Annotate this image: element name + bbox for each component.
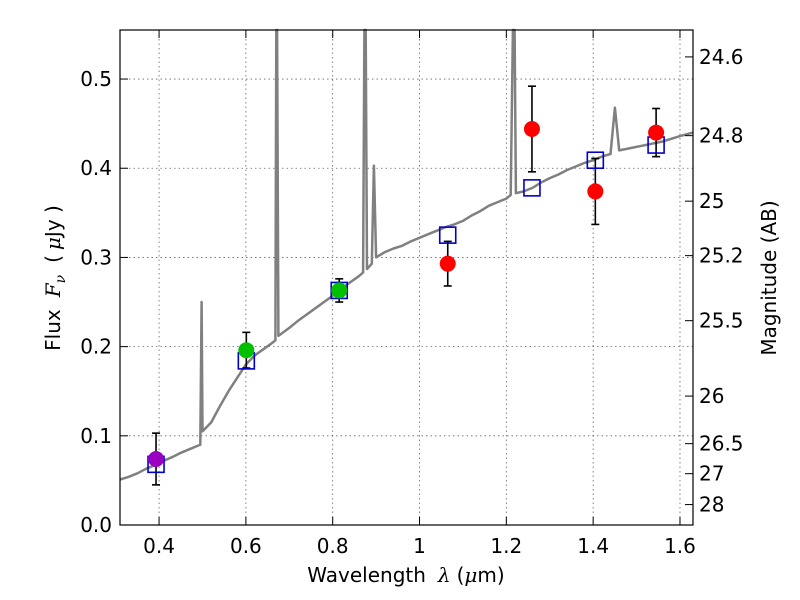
x-tick-label: 1.2 [490, 534, 522, 558]
axis-ticks: 0.4 0.6 0.8 1 1.2 1.4 1.6 0.0 0.1 0.2 0.3 0.4 0.5 24.… [80, 30, 744, 558]
x-axis-title-unit: m) [477, 563, 504, 587]
mag-tick-label: 25.2 [699, 244, 744, 268]
mag-tick-label: 25.5 [699, 309, 744, 333]
mag-tick-label: 27 [699, 462, 724, 486]
y-axis-title: Flux Fν ( μJy ) [41, 205, 69, 351]
error-bars [152, 85, 661, 486]
x-tick-label: 0.4 [143, 534, 175, 558]
grid [120, 30, 693, 526]
observed-red-marker [587, 183, 604, 200]
x-tick-label: 0.6 [230, 534, 262, 558]
y-axis-title-symbol: F [41, 282, 65, 298]
y-tick-label: 0.4 [80, 156, 112, 180]
data-markers [147, 121, 665, 474]
y-axis-title-unit: Jy ) [41, 205, 65, 239]
x-axis-title: Wavelength λ (μm) [307, 563, 504, 587]
model-square-marker [523, 179, 541, 197]
x-axis-title-open: ( [457, 563, 465, 587]
x-tick-label: 1.6 [664, 534, 696, 558]
x-axis-title-prefix: Wavelength [307, 563, 426, 587]
plot-area [119, 28, 694, 486]
x-tick-label: 1.4 [577, 534, 609, 558]
y-tick-label: 0.2 [80, 335, 112, 359]
y-tick-label: 0.5 [80, 67, 112, 91]
mag-tick-label: 26.5 [699, 432, 744, 456]
y-axis-title-open: ( [41, 255, 65, 263]
plot-frame [119, 29, 694, 526]
mag-tick-label: 26 [699, 384, 724, 408]
x-axis-title-mu: μ [464, 563, 477, 587]
x-tick-label: 0.8 [317, 534, 349, 558]
observed-purple-marker [148, 451, 165, 467]
model-square-marker [586, 151, 605, 170]
observed-green-marker [331, 282, 348, 299]
y2-axis-title: Magnitude (AB) [757, 200, 781, 355]
mag-tick-label: 24.6 [699, 45, 744, 69]
y-axis-title-mu: μ [41, 237, 65, 250]
y-tick-label: 0.3 [80, 245, 112, 269]
y-axis-title-prefix: Flux [41, 309, 65, 351]
observed-red-marker [523, 121, 540, 137]
mag-tick-label: 24.8 [699, 124, 744, 148]
mag-tick-label: 25 [699, 189, 724, 213]
y-tick-label: 0.0 [80, 513, 112, 537]
mag-tick-label: 28 [699, 493, 724, 517]
observed-red-marker [439, 255, 456, 272]
x-tick-label: 1 [413, 534, 426, 558]
model-spectrum-line [119, 28, 694, 481]
observed-green-marker [238, 342, 255, 359]
observed-red-marker [648, 124, 665, 141]
model-square-marker [438, 226, 457, 244]
y-tick-label: 0.1 [80, 424, 112, 448]
y-axis-title-subscript: ν [53, 274, 69, 283]
x-axis-title-symbol: λ [437, 563, 451, 587]
